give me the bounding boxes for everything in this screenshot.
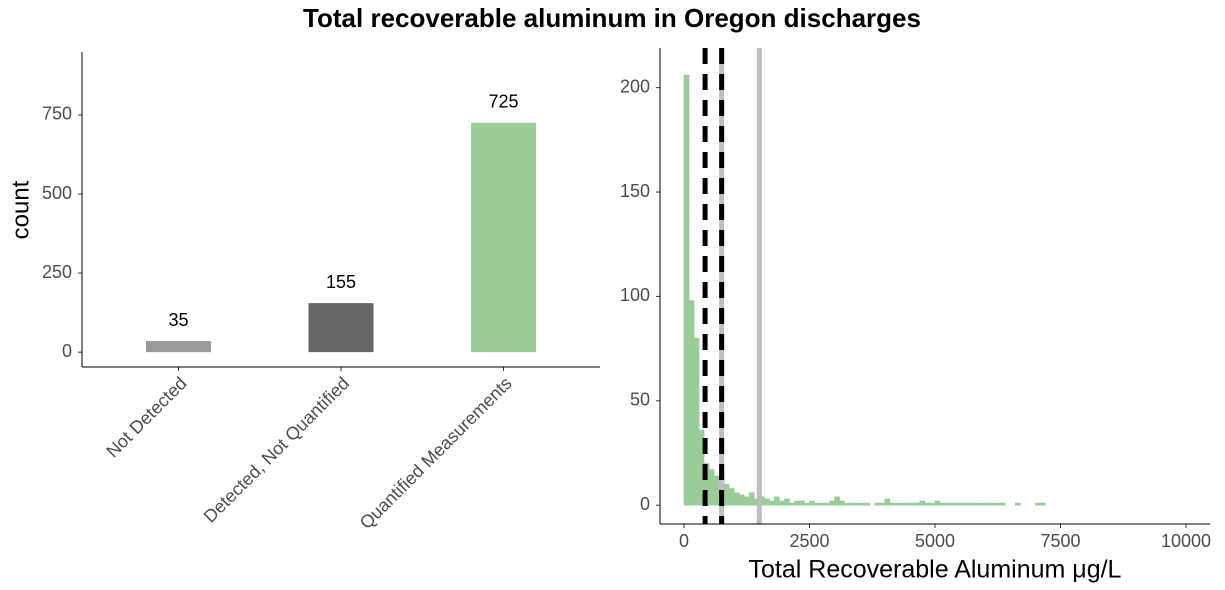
histogram-bar [899,502,906,506]
histogram-bar [944,502,951,506]
histogram-bar [904,502,911,506]
histogram-bar [849,502,855,506]
y-tick-label: 200 [620,76,650,96]
histogram-bar [748,492,755,506]
histogram-bar [984,502,991,506]
y-tick-label: 150 [620,181,650,201]
value-label: 35 [168,310,188,330]
histogram-bar [1035,502,1041,506]
histogram-bar [894,502,901,506]
histogram-bar [939,502,946,506]
histogram-bar [738,494,745,506]
y-tick-label: 500 [42,183,72,203]
histogram-bar [814,502,820,506]
histogram-bar [774,496,780,506]
histogram-bar [994,502,1001,506]
y-tick-label: 0 [62,341,72,361]
y-tick-label: 250 [42,262,72,282]
x-tick-label: 10000 [1161,531,1211,551]
bar [471,122,536,353]
histogram-bar [914,502,921,506]
y-tick-label: 0 [640,494,650,514]
chart-title: Total recoverable aluminum in Oregon dis… [303,3,921,33]
histogram-bar [688,300,695,506]
histogram-bar [708,469,715,506]
histogram-bar [769,500,775,506]
histogram-bar [804,502,810,506]
y-tick-label: 50 [630,390,650,410]
histogram-bar [824,502,830,506]
x-tick-label: 7500 [1040,531,1080,551]
y-tick-label: 750 [42,104,72,124]
histogram-bar [819,502,825,506]
x-axis-label: Total Recoverable Aluminum μg/L [749,556,1122,584]
histogram-bar [683,74,690,506]
histogram-bar [854,502,860,506]
value-label: 155 [326,272,356,292]
x-tick-label: 2500 [789,531,829,551]
histogram-bar [789,502,795,506]
histogram-bar [809,500,815,506]
histogram-bar [794,500,800,506]
histogram-bar [954,502,961,506]
histogram-bar [743,496,750,506]
histogram-bar [779,500,785,506]
x-tick-label: Not Detected [102,373,190,461]
y-tick-label: 100 [620,285,650,305]
histogram-bar [964,502,971,506]
x-tick-label: Detected, Not Quantified [200,373,354,527]
histogram-bar [989,502,996,506]
histogram-bar [784,498,790,506]
histogram-bar [764,498,770,506]
histogram-bar [834,496,840,506]
bar [308,303,374,353]
histogram-bar [979,502,986,506]
histogram-bar [844,502,850,506]
histogram-bar [974,502,981,506]
histogram-bar [1040,502,1046,506]
histogram-bar [728,488,735,506]
histogram-bar [829,500,835,506]
histogram-bar [723,484,730,506]
histogram-bar [693,337,700,506]
bar [146,341,211,353]
histogram-bar [884,498,891,506]
y-axis-label: count [7,180,34,239]
histogram-bar [969,502,976,506]
x-tick-label: 0 [679,531,689,551]
histogram-bar [874,502,881,506]
x-tick-label: Quantified Measurements [356,373,516,533]
histogram-bar [934,500,941,506]
histogram-bar [889,502,896,506]
histogram-bar [859,502,866,506]
x-tick-label: 5000 [915,531,955,551]
histogram-bar [1015,502,1021,506]
histogram-bar [919,500,926,506]
histogram-bar [839,500,845,506]
histogram-bar [949,502,956,506]
histogram-bar [864,502,871,506]
histogram-bar [909,502,916,506]
histogram-bar [879,502,886,506]
histogram-bar [959,502,966,506]
histogram-bar [924,502,931,506]
histogram-bar [733,492,740,506]
histogram-bar [999,502,1006,506]
histogram-bar [799,500,805,506]
histogram-bar [929,502,936,506]
value-label: 725 [488,92,518,112]
histogram-bar [713,475,720,506]
